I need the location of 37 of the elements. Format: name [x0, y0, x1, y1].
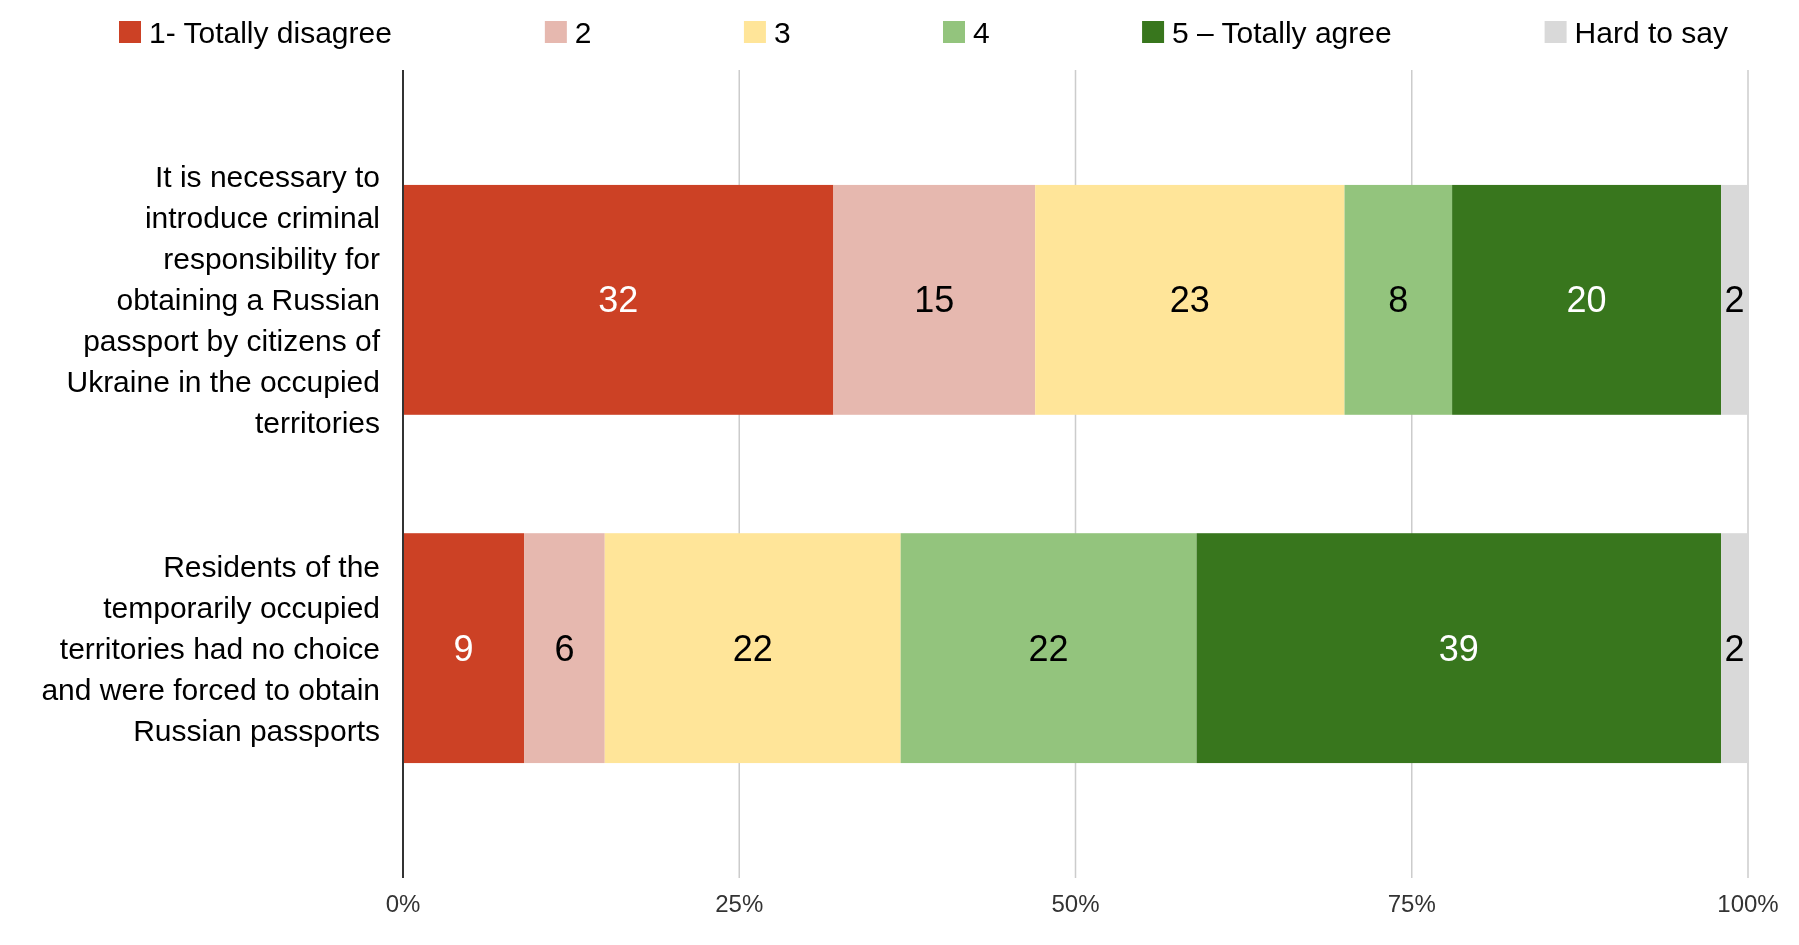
bar [403, 184, 834, 415]
bar [1721, 533, 1748, 764]
data-label: 22 [1028, 627, 1069, 669]
bar [1196, 533, 1722, 764]
bar [403, 533, 525, 764]
data-label: 2 [1724, 627, 1745, 669]
legend-label: 1- Totally disagree [149, 15, 392, 49]
bar [900, 533, 1197, 764]
y-tick-label: It is necessary to introduce criminal responsibility for obtaining a Russian passport by citizens of Ukraine in the occupied territories [66, 160, 381, 440]
x-tick-label: 75% [1387, 890, 1436, 918]
data-label: 20 [1566, 279, 1607, 321]
data-label: 9 [453, 627, 474, 669]
x-tick-label: 0% [385, 890, 421, 918]
data-label: 32 [598, 279, 639, 321]
bar [1721, 184, 1748, 415]
bar [1452, 184, 1722, 415]
bar [1035, 184, 1345, 415]
bar [1344, 184, 1453, 415]
x-tick-label: 100% [1717, 890, 1779, 918]
data-label: 2 [1724, 279, 1745, 321]
legend-label: 2 [574, 15, 592, 49]
data-label: 23 [1169, 279, 1210, 321]
legend-label: Hard to say [1574, 15, 1729, 49]
bar [833, 184, 1036, 415]
data-label: 8 [1388, 279, 1409, 321]
legend-label: 5 – Totally agree [1172, 15, 1392, 49]
data-label: 22 [732, 627, 773, 669]
x-tick-label: 25% [715, 890, 764, 918]
data-label: 15 [914, 279, 955, 321]
legend-label: 3 [773, 15, 791, 49]
bar [604, 533, 901, 764]
bar [524, 533, 605, 764]
y-tick-label: Residents of the temporarily occupied territories had no choice and were forced to obtain Russian passports [41, 549, 380, 747]
data-label: 6 [554, 627, 575, 669]
data-label: 39 [1438, 627, 1479, 669]
x-tick-label: 50% [1051, 890, 1100, 918]
legend-label: 4 [973, 15, 990, 49]
